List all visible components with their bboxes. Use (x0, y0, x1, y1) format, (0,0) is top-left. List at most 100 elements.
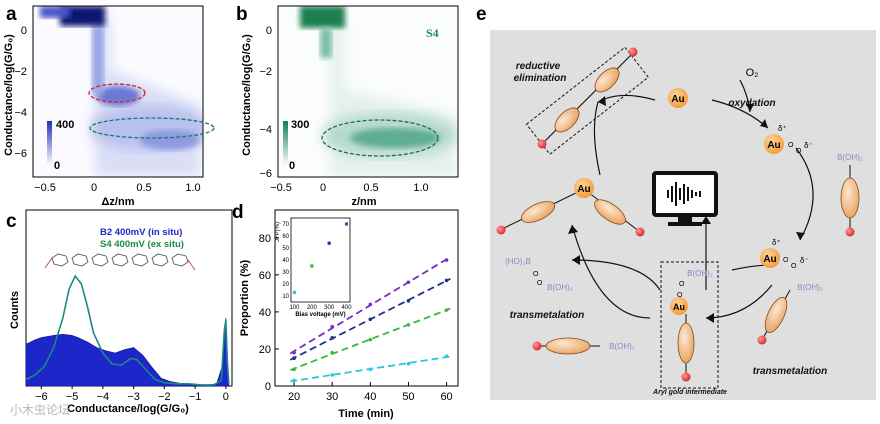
panel-e-au-left-label: Au (577, 184, 590, 195)
panel-b-xtick: 0 (320, 182, 326, 194)
panel-d-plot: 20 30 40 50 60 0 20 40 60 80 (259, 233, 453, 403)
data-point-green (444, 308, 449, 312)
panel-a-xtick: 0 (91, 182, 97, 194)
panel-b-colorbar (283, 121, 288, 166)
inset-y-tick: 20 (282, 282, 289, 288)
panel-e-int-aryl (677, 314, 695, 382)
panel-e-aryl-gold-label: Aryl gold intermediate (652, 389, 727, 396)
panel-a-xlabel: Δz/nm (102, 196, 135, 208)
inset-point (344, 222, 349, 226)
s4-line (25, 274, 230, 386)
panel-c: c B2 400mV (in situ) S4 400mV (ex situ) … (6, 209, 233, 415)
panel-b-ylabel: Conductance/log(G/G₀) (241, 34, 253, 156)
panel-c-xticks: −6 −5 −4 −3 −2 −1 0 (35, 386, 229, 403)
panel-a-colorbar-max: 400 (56, 119, 74, 131)
x-tick-label: 20 (288, 391, 300, 403)
inset-x-tick: 200 (307, 305, 318, 311)
panel-b-xlabel: z/nm (351, 196, 376, 208)
panel-e-hob: (HO)₂B (505, 257, 531, 266)
panel-b-ytick: −4 (259, 124, 272, 136)
panel-e-reductive-box (525, 46, 650, 155)
panel-a-colorbar-min: 0 (54, 160, 60, 172)
inset-x-tick: 400 (342, 305, 353, 311)
panel-a-frame (32, 5, 204, 178)
inset-ylabel: JFP(%) (275, 222, 281, 242)
panel-e: e (476, 4, 876, 400)
panel-e-int-boh2: B(OH)₂ (687, 269, 713, 278)
data-point-navy (330, 336, 334, 340)
panel-e-left-aryl-boh2: B(OH)₂ (609, 342, 635, 351)
panel-e-au-top-label: Au (671, 94, 684, 105)
panel-b-frame (277, 5, 459, 178)
panel-e-delta-plus: δ⁺ (778, 124, 787, 133)
panel-e-delta-minus: δ⁻ (804, 141, 813, 150)
panel-e-oxydation-label: oxydation (728, 98, 775, 109)
data-point-cyan (292, 378, 296, 383)
panel-e-left-aryl-boronic (532, 337, 600, 355)
panel-e-rb-aryl (757, 289, 791, 345)
panel-e-transmetalation-left: transmetalation (510, 310, 584, 321)
panel-e-au-right (764, 134, 784, 154)
panel-a-ytick: −2 (14, 66, 27, 78)
panel-e-boh2-right: B(OH)₂ (837, 153, 863, 162)
panel-e-rb-boh2: B(OH)₂ (797, 283, 823, 292)
panel-c-ylabel: Counts (9, 291, 21, 329)
x-tick-label: −5 (66, 391, 79, 403)
panel-e-au-rb (760, 248, 780, 268)
panel-b-ytick: −2 (259, 66, 272, 78)
x-tick-label: 0 (223, 391, 229, 403)
panel-e-rb-o1: O (783, 257, 789, 264)
y-tick-label: 60 (259, 270, 271, 282)
inset-point (327, 241, 331, 245)
panel-b: b S4 300 0 0 −2 −4 −6 −0.5 0 0.5 1.0 z/n… (236, 4, 459, 208)
data-point-cyan (406, 361, 411, 366)
panel-e-rb-delta-minus: δ⁻ (800, 256, 809, 265)
x-tick-label: −6 (35, 391, 48, 403)
panel-e-o2-atom: O (796, 148, 802, 155)
inset-x-tick: 300 (324, 305, 335, 311)
inset-point (292, 290, 297, 294)
panel-b-colorbar-min: 0 (289, 160, 295, 172)
panel-e-left-o2: O (537, 280, 543, 287)
panel-b-colorbar-max: 300 (291, 119, 309, 131)
y-tick-label: 20 (259, 344, 271, 356)
panel-a-red-ellipse (88, 83, 146, 103)
inset-y-tick: 40 (282, 258, 289, 264)
panel-b-xtick: −0.5 (270, 182, 292, 194)
panel-a-letter: a (6, 4, 17, 25)
panel-b-ellipse (321, 119, 439, 157)
panel-e-au-top (668, 88, 688, 108)
inset-frame (290, 217, 351, 303)
data-point-navy (292, 356, 296, 361)
y-tick-label: 80 (259, 233, 271, 245)
panel-e-transmetalation-right: transmetalation (753, 366, 827, 377)
x-tick-label: −4 (97, 391, 110, 403)
inset-xlabel: Bias voltage (mV) (295, 312, 345, 318)
panel-e-reductive-label: reductive (516, 61, 561, 72)
x-tick-label: 30 (326, 391, 338, 403)
panel-e-left-boh2: B(OH)₂ (547, 283, 573, 292)
data-point-navy (368, 317, 373, 322)
data-point-green (292, 367, 296, 372)
panel-b-sample-tag: S4 (426, 26, 439, 40)
panel-b-ytick: −6 (259, 168, 272, 180)
panel-e-au-diaryl (496, 178, 645, 237)
panel-e-o2: O₂ (746, 67, 759, 79)
panel-a-xtick: 1.0 (185, 182, 200, 194)
panel-e-rb-delta-plus: δ⁺ (772, 238, 781, 247)
panel-e-au-right-label: Au (767, 140, 780, 151)
panel-c-letter: c (6, 211, 17, 232)
monitor-icon (652, 171, 718, 226)
x-tick-label: −2 (158, 391, 171, 403)
panel-b-ytick: 0 (266, 25, 272, 37)
watermark: 小木虫论坛 (10, 403, 70, 417)
panel-a-xtick: −0.5 (34, 182, 56, 194)
data-point-green (330, 350, 334, 355)
data-point-navy (406, 298, 411, 303)
panel-e-o1: O (788, 142, 794, 149)
panel-c-legend-b2: B2 400mV (in situ) (100, 227, 182, 238)
panel-c-molecule (44, 253, 196, 271)
panel-a-xtick: 0.5 (136, 182, 151, 194)
panel-b-density-map (278, 6, 458, 177)
